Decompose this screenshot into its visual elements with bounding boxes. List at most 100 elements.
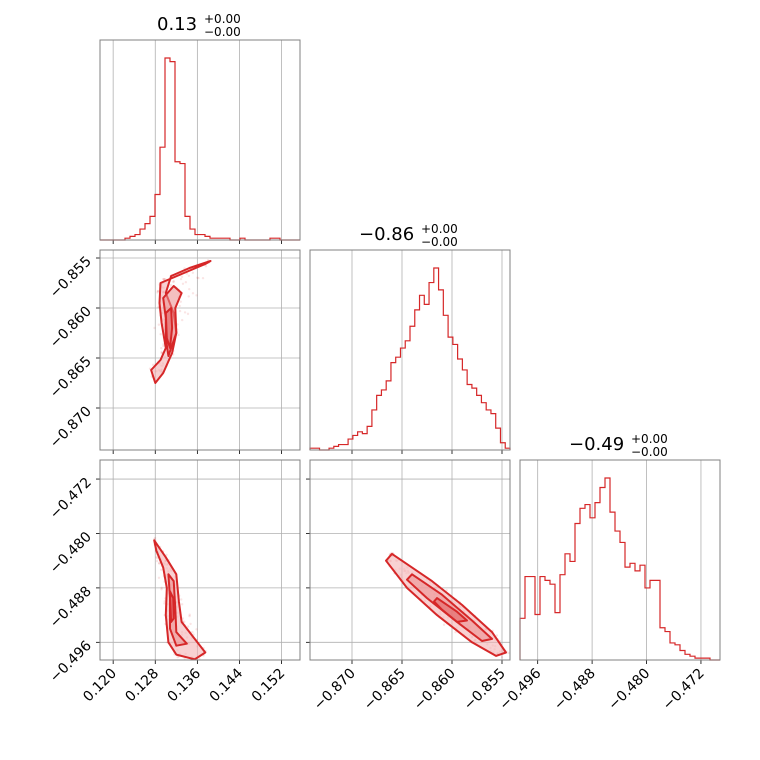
sample-point <box>442 623 446 626</box>
contour-level-2 <box>433 597 468 623</box>
sample-point <box>153 536 157 540</box>
sample-point <box>178 304 181 308</box>
x-tick-label-2-1: −0.488 <box>551 666 599 714</box>
x-tick-label-0-2: 0.136 <box>165 665 205 705</box>
sample-point <box>162 344 165 348</box>
sample-point <box>156 290 160 293</box>
sample-point <box>201 276 205 280</box>
contour-layer-1 <box>153 536 207 660</box>
sample-point <box>163 602 166 605</box>
sample-point <box>197 276 200 280</box>
sample-point <box>195 628 198 631</box>
sample-point <box>187 274 191 277</box>
x-tick-label-2-3: −0.472 <box>660 666 708 714</box>
contour-panel-0-2 <box>96 459 301 664</box>
title-param-0-lower: −0.00 <box>204 25 241 39</box>
sample-point <box>191 630 194 634</box>
sample-point <box>178 309 182 313</box>
sample-point <box>180 318 184 322</box>
sample-point <box>157 323 161 326</box>
sample-point <box>162 278 165 281</box>
x-tick-label-2-2: −0.480 <box>605 666 653 714</box>
y-tick-label-2-1: −0.488 <box>47 583 95 631</box>
x-tick-label-0-4: 0.152 <box>249 666 289 706</box>
sample-point <box>169 284 173 287</box>
sample-point <box>179 277 183 281</box>
contour-panel-1-2 <box>306 459 511 664</box>
x-tick-label-1-1: −0.865 <box>361 666 409 714</box>
title-param-1-upper: +0.00 <box>421 222 458 236</box>
sample-point <box>507 651 510 655</box>
histogram-panel-0 <box>99 39 301 244</box>
contour-level-0 <box>153 539 207 660</box>
sample-point <box>191 271 195 274</box>
sample-point <box>179 300 182 303</box>
sample-point <box>186 625 190 628</box>
x-tick-label-0-1: 0.128 <box>122 666 162 706</box>
sample-point <box>495 634 499 637</box>
y-tick-label-2-2: −0.480 <box>47 529 95 577</box>
contour-panel-0-1 <box>96 249 301 454</box>
sample-point <box>186 312 190 316</box>
sample-point <box>155 557 159 560</box>
title-param-1-value: −0.86 <box>359 224 414 245</box>
sample-point <box>172 280 175 284</box>
contour-layer-0 <box>148 259 212 384</box>
contour-frame-0-2 <box>99 459 301 661</box>
sample-point <box>184 281 188 284</box>
sample-point <box>172 280 175 283</box>
y-tick-label-2-3: −0.472 <box>47 475 95 523</box>
contour-level-2 <box>169 590 175 623</box>
sample-point <box>187 295 190 298</box>
y-tick-label-1-0: −0.870 <box>47 404 95 452</box>
contour-layer-2 <box>385 551 510 659</box>
contour-level-0 <box>150 260 212 384</box>
y-tick-label-1-1: −0.865 <box>47 354 95 402</box>
sample-point <box>159 568 163 571</box>
title-param-0-value: 0.13 <box>157 14 197 35</box>
x-tick-label-0-0: 0.120 <box>80 666 120 706</box>
sample-point <box>160 351 163 355</box>
sample-point <box>153 326 156 330</box>
sample-point <box>183 311 187 314</box>
x-tick-label-1-2: −0.860 <box>411 666 459 714</box>
sample-point <box>183 620 186 623</box>
sample-point <box>151 363 155 367</box>
y-tick-label-1-3: −0.855 <box>47 254 95 302</box>
contour-frame-0-1 <box>99 249 301 451</box>
histogram-frame-1 <box>309 249 511 451</box>
contour-level-2 <box>164 307 174 349</box>
title-param-0-upper: +0.00 <box>204 12 241 26</box>
histogram-frame-2 <box>519 459 721 661</box>
histogram-panel-1 <box>309 249 511 454</box>
sample-point <box>188 613 191 616</box>
sample-point <box>156 289 160 293</box>
sample-point <box>160 588 163 591</box>
sample-point <box>180 598 183 601</box>
sample-point <box>158 562 161 565</box>
sample-point <box>160 350 163 353</box>
sample-point <box>176 655 179 659</box>
x-tick-label-0-3: 0.144 <box>207 665 247 705</box>
histogram-step-line-2 <box>519 477 720 661</box>
contour-frame-1-2 <box>309 459 511 661</box>
sample-point <box>204 265 208 268</box>
sample-point <box>155 555 158 559</box>
sample-point <box>195 294 198 297</box>
sample-point <box>188 287 191 291</box>
histogram-step-line-1 <box>309 267 511 451</box>
y-tick-label-2-0: −0.496 <box>47 638 95 686</box>
sample-point <box>180 275 184 279</box>
sample-point <box>180 603 184 606</box>
title-param-2-upper: +0.00 <box>631 432 668 446</box>
title-param-2-lower: −0.00 <box>631 445 668 459</box>
sample-point <box>177 333 180 337</box>
sample-point <box>191 292 195 295</box>
title-param-1: −0.86 +0.00 −0.00 <box>359 222 458 249</box>
sample-point <box>445 589 448 592</box>
sample-point <box>159 333 162 336</box>
sample-point <box>156 291 159 294</box>
title-param-1-lower: −0.00 <box>421 235 458 249</box>
sample-point <box>189 622 192 626</box>
